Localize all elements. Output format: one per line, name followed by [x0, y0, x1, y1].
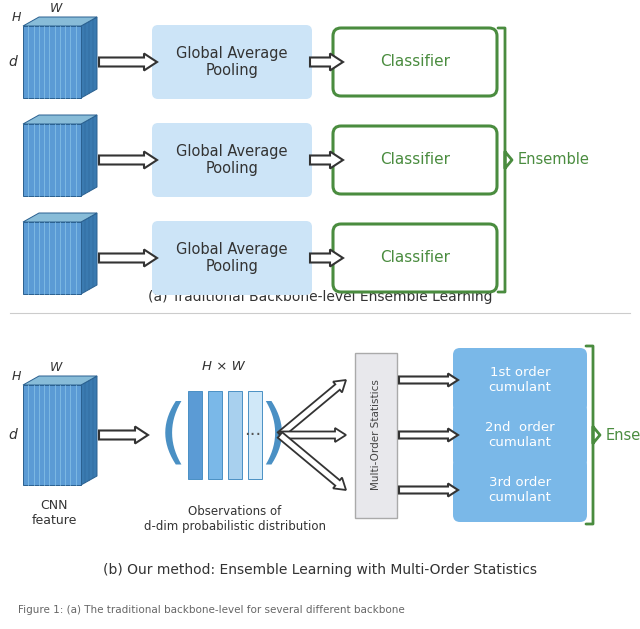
Text: ): ): [259, 401, 287, 469]
Text: Observations of
d-dim probabilistic distribution: Observations of d-dim probabilistic dist…: [144, 505, 326, 533]
Polygon shape: [23, 213, 97, 222]
Text: W: W: [50, 2, 62, 15]
FancyBboxPatch shape: [248, 391, 262, 479]
Text: Classifier: Classifier: [380, 152, 450, 167]
Polygon shape: [23, 115, 97, 124]
Text: Classifier: Classifier: [380, 55, 450, 69]
Polygon shape: [23, 385, 81, 485]
Text: 1st order
cumulant: 1st order cumulant: [488, 366, 552, 394]
FancyBboxPatch shape: [152, 221, 312, 295]
Polygon shape: [310, 152, 343, 169]
FancyBboxPatch shape: [152, 25, 312, 99]
Polygon shape: [81, 213, 97, 294]
Text: H: H: [12, 370, 21, 383]
Text: H: H: [12, 11, 21, 24]
Text: d: d: [8, 428, 17, 442]
Text: Multi-Order Statistics: Multi-Order Statistics: [371, 379, 381, 491]
Text: 2nd  order
cumulant: 2nd order cumulant: [485, 421, 555, 449]
Polygon shape: [399, 374, 458, 386]
Polygon shape: [310, 53, 343, 70]
Text: Global Average
Pooling: Global Average Pooling: [176, 144, 288, 176]
Polygon shape: [99, 53, 157, 70]
Text: W: W: [50, 361, 62, 374]
Polygon shape: [23, 17, 97, 26]
FancyBboxPatch shape: [453, 348, 587, 412]
Text: ···: ···: [244, 426, 262, 444]
Polygon shape: [99, 426, 148, 443]
Polygon shape: [23, 222, 81, 294]
Polygon shape: [278, 432, 346, 490]
Text: Ensemble: Ensemble: [606, 428, 640, 442]
FancyBboxPatch shape: [228, 391, 242, 479]
FancyBboxPatch shape: [453, 458, 587, 522]
Text: Classifier: Classifier: [380, 250, 450, 265]
Text: CNN
feature: CNN feature: [31, 499, 77, 527]
Polygon shape: [23, 26, 81, 98]
FancyBboxPatch shape: [152, 123, 312, 197]
FancyBboxPatch shape: [333, 126, 497, 194]
Polygon shape: [81, 115, 97, 196]
Polygon shape: [81, 376, 97, 485]
Text: Ensemble: Ensemble: [518, 152, 590, 167]
Polygon shape: [23, 124, 81, 196]
Text: Global Average
Pooling: Global Average Pooling: [176, 46, 288, 78]
FancyBboxPatch shape: [208, 391, 222, 479]
FancyBboxPatch shape: [333, 28, 497, 96]
Polygon shape: [99, 250, 157, 267]
Polygon shape: [399, 484, 458, 496]
Polygon shape: [81, 17, 97, 98]
Text: d: d: [8, 55, 17, 69]
FancyBboxPatch shape: [333, 224, 497, 292]
Text: 3rd order
cumulant: 3rd order cumulant: [488, 476, 552, 504]
Polygon shape: [278, 380, 346, 438]
Text: Figure 1: (a) The traditional backbone-level for several different backbone: Figure 1: (a) The traditional backbone-l…: [18, 605, 404, 615]
FancyBboxPatch shape: [453, 403, 587, 467]
Polygon shape: [399, 428, 458, 442]
Text: (: (: [159, 401, 187, 469]
Polygon shape: [23, 376, 97, 385]
FancyBboxPatch shape: [188, 391, 202, 479]
Text: Global Average
Pooling: Global Average Pooling: [176, 242, 288, 274]
Text: (b) Our method: Ensemble Learning with Multi-Order Statistics: (b) Our method: Ensemble Learning with M…: [103, 563, 537, 577]
Polygon shape: [310, 250, 343, 267]
Text: (a) Traditional Backbone-level Ensemble Learning: (a) Traditional Backbone-level Ensemble …: [148, 290, 492, 304]
FancyBboxPatch shape: [355, 352, 397, 518]
Polygon shape: [99, 152, 157, 169]
Polygon shape: [280, 428, 346, 442]
Text: H × W: H × W: [202, 360, 244, 373]
